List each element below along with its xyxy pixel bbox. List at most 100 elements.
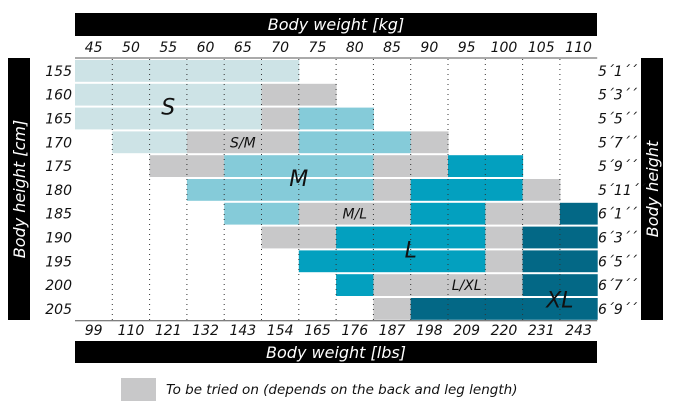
cell-xl <box>448 298 486 320</box>
lbs-tick-label: 154 <box>267 323 294 339</box>
ft-tick-label: 6´1´´ <box>598 207 638 223</box>
cm-tick-label: 195 <box>45 254 72 270</box>
cell-g <box>485 274 524 296</box>
cell-m <box>298 107 337 130</box>
cell-s <box>75 107 113 130</box>
lbs-tick-label: 220 <box>491 323 518 339</box>
size-label: S <box>161 96 175 121</box>
cell-xl <box>559 298 598 320</box>
cell-g <box>410 131 449 154</box>
cell-m <box>336 155 374 177</box>
cm-tick-label: 155 <box>45 64 72 80</box>
kg-tick-label: 65 <box>234 40 252 56</box>
cell-g <box>336 202 374 225</box>
lbs-tick-label: 132 <box>192 323 219 339</box>
cell-s <box>224 83 262 106</box>
cell-g <box>261 83 300 106</box>
cell-g <box>298 226 337 249</box>
cell-s <box>224 107 262 130</box>
cell-g <box>373 202 412 225</box>
cell-g <box>149 155 188 177</box>
cell-l <box>485 155 524 177</box>
cm-tick-label: 175 <box>45 159 72 175</box>
cell-l <box>410 202 449 225</box>
cell-xl <box>522 274 561 296</box>
kg-tick-label: 75 <box>309 40 327 56</box>
kg-tick-label: 105 <box>528 40 555 56</box>
cell-m <box>261 202 300 225</box>
cell-xl <box>522 226 561 249</box>
cell-g <box>261 226 300 249</box>
left-title-bar <box>8 58 30 320</box>
ft-tick-label: 5´11´´ <box>598 183 647 199</box>
lbs-tick-label: 209 <box>453 323 480 339</box>
cell-s <box>186 83 225 106</box>
cell-xl <box>410 298 449 320</box>
cell-g <box>373 274 412 296</box>
cell-m <box>373 131 412 154</box>
cell-g <box>373 155 412 177</box>
cell-g <box>373 298 412 320</box>
cell-g <box>485 202 524 225</box>
cell-m <box>261 155 300 177</box>
size-label: M <box>289 167 308 192</box>
bottom-title-bar <box>75 341 597 363</box>
kg-tick-label: 60 <box>197 40 215 56</box>
cell-s <box>261 60 300 82</box>
cell-s <box>75 83 113 106</box>
cm-tick-label: 190 <box>45 231 72 247</box>
kg-tick-label: 90 <box>420 40 438 56</box>
cell-g <box>186 131 225 154</box>
cell-g <box>410 155 449 177</box>
top-title: Body weight [kg] <box>268 15 404 34</box>
left-title: Body height [cm] <box>10 120 29 258</box>
bottom-title: Body weight [lbs] <box>266 343 406 362</box>
kg-tick-label: 50 <box>122 40 140 56</box>
cell-g <box>186 155 225 177</box>
kg-tick-label: 70 <box>271 40 289 56</box>
cell-s <box>75 60 113 82</box>
size-label: M/L <box>342 207 367 223</box>
kg-tick-label: 55 <box>159 40 177 56</box>
cell-g <box>448 274 486 296</box>
ft-tick-label: 5´7´´ <box>598 135 638 151</box>
cell-xl <box>522 298 561 320</box>
cell-m <box>336 131 374 154</box>
right-title-bar <box>641 58 663 320</box>
ft-tick-label: 6´7´´ <box>598 278 638 294</box>
cell-g <box>298 202 337 225</box>
lbs-tick-label: 165 <box>304 323 331 339</box>
cell-l <box>448 226 486 249</box>
cm-tick-label: 185 <box>45 207 72 223</box>
size-label: L/XL <box>452 278 482 294</box>
cm-tick-label: 200 <box>45 278 72 294</box>
cm-tick-label: 180 <box>45 183 72 199</box>
cell-g <box>298 83 337 106</box>
cell-s <box>149 83 188 106</box>
cell-m <box>261 179 300 201</box>
size-label: S/M <box>230 135 256 151</box>
cell-s <box>149 60 188 82</box>
size-label: L <box>405 238 417 263</box>
cell-s <box>112 107 151 130</box>
right-title: Body height <box>643 140 662 237</box>
lbs-tick-label: 110 <box>118 323 145 339</box>
lbs-tick-label: 231 <box>528 323 555 339</box>
cell-s <box>186 60 225 82</box>
cell-m <box>336 107 374 130</box>
lbs-tick-label: 121 <box>155 323 182 339</box>
cell-m <box>224 202 262 225</box>
cell-g <box>410 274 449 296</box>
cell-s <box>112 60 151 82</box>
ft-tick-label: 5´1´´ <box>598 64 638 80</box>
ft-tick-label: 5´9´´ <box>598 159 638 175</box>
cell-l <box>448 179 486 201</box>
cell-l <box>373 226 412 249</box>
cell-g <box>224 131 262 154</box>
cell-s <box>149 107 188 130</box>
cell-s <box>149 131 188 154</box>
cell-xl <box>559 226 598 249</box>
cell-l <box>485 179 524 201</box>
lbs-tick-label: 187 <box>379 323 406 339</box>
